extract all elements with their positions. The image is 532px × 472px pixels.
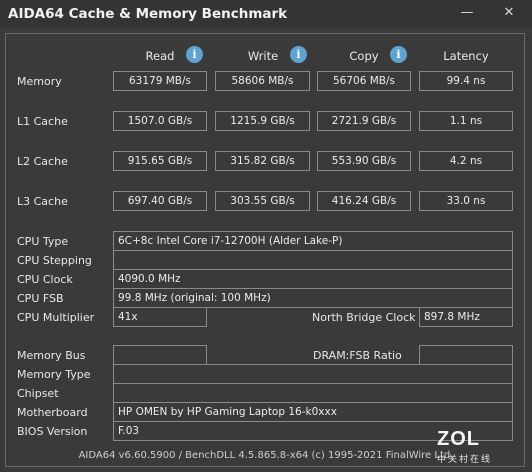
dram-fsb-ratio-value [419,345,513,365]
memory-write-value: 58606 MB/s [215,71,310,91]
row-label-l1-cache: L1 Cache [17,115,68,128]
title-bar: AIDA64 Cache & Memory Benchmark — ✕ [0,0,532,28]
l3-copy-value: 416.24 GB/s [317,191,411,211]
benchmark-panel [5,33,525,467]
column-header-write: Write [247,49,279,63]
motherboard-label: Motherboard [17,406,88,419]
bios-version-label: BIOS Version [17,425,88,438]
column-header-latency: Latency [443,49,489,63]
dram-fsb-ratio-label: DRAM:FSB Ratio [313,349,402,362]
memory-read-value: 63179 MB/s [113,71,207,91]
row-label-memory: Memory [17,75,62,88]
footer-copyright: AIDA64 v6.60.5900 / BenchDLL 4.5.865.8-x… [78,450,454,461]
zol-watermark-logo: ZOL [437,428,480,450]
l1-copy-value: 2721.9 GB/s [317,111,411,131]
cpu-stepping-value [113,250,513,270]
l2-write-value: 315.82 GB/s [215,151,310,171]
cpu-type-value: 6C+8c Intel Core i7-12700H (Alder Lake-P… [113,231,513,251]
cpu-stepping-label: CPU Stepping [17,254,92,267]
column-header-copy: Copy [349,49,379,63]
chipset-value [113,383,513,403]
cpu-type-label: CPU Type [17,235,69,248]
l1-write-value: 1215.9 GB/s [215,111,310,131]
row-label-l3-cache: L3 Cache [17,195,68,208]
bios-version-value: F.03 [113,421,513,441]
memory-bus-label: Memory Bus [17,349,86,362]
memory-bus-value [113,345,207,365]
motherboard-value: HP OMEN by HP Gaming Laptop 16-k0xxx [113,402,513,422]
cpu-fsb-label: CPU FSB [17,292,64,305]
cpu-clock-label: CPU Clock [17,273,73,286]
l2-read-value: 915.65 GB/s [113,151,207,171]
l1-latency-value: 1.1 ns [419,111,513,131]
north-bridge-clock-label: North Bridge Clock [312,311,416,324]
l3-read-value: 697.40 GB/s [113,191,207,211]
cpu-fsb-value: 99.8 MHz (original: 100 MHz) [113,288,513,308]
memory-type-value [113,364,513,384]
memory-copy-value: 56706 MB/s [317,71,411,91]
l2-copy-value: 553.90 GB/s [317,151,411,171]
north-bridge-clock-value: 897.8 MHz [419,307,513,327]
l1-read-value: 1507.0 GB/s [113,111,207,131]
close-button[interactable]: ✕ [503,5,515,20]
column-header-read: Read [145,49,175,63]
cpu-multiplier-value: 41x [113,307,207,327]
memory-latency-value: 99.4 ns [419,71,513,91]
zol-watermark-subtitle: 中关村在线 [437,455,493,465]
l3-write-value: 303.55 GB/s [215,191,310,211]
cpu-multiplier-label: CPU Multiplier [17,311,95,324]
memory-type-label: Memory Type [17,368,91,381]
l3-latency-value: 33.0 ns [419,191,513,211]
copy-info-icon[interactable]: i [390,46,407,63]
minimize-button[interactable]: — [460,5,474,20]
row-label-l2-cache: L2 Cache [17,155,68,168]
cpu-clock-value: 4090.0 MHz [113,269,513,289]
chipset-label: Chipset [17,387,59,400]
window-title: AIDA64 Cache & Memory Benchmark [8,6,288,22]
read-info-icon[interactable]: i [186,46,203,63]
write-info-icon[interactable]: i [290,46,307,63]
l2-latency-value: 4.2 ns [419,151,513,171]
